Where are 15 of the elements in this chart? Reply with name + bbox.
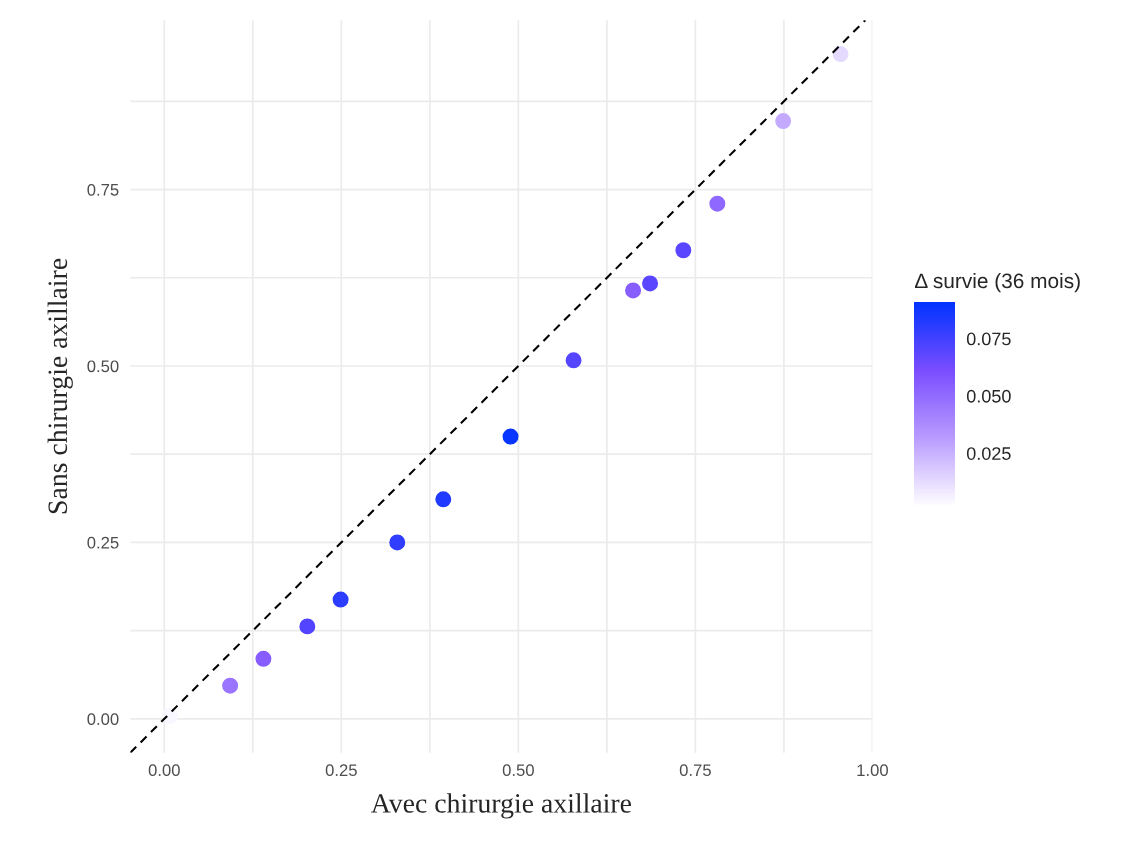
x-axis-title: Avec chirurgie axillaire [371,793,631,819]
y-axis-title: Sans chirurgie axillaire [47,258,73,514]
x-tick-label: 0.75 [679,764,711,777]
y-tick-label: 0.50 [87,360,119,373]
y-tick-label: 0.75 [87,183,119,196]
color-bar-label: 0.075 [966,332,1011,346]
x-tick-label: 0.50 [502,764,534,777]
y-tick-label: 0.00 [87,713,119,726]
y-tick-label: 0.25 [87,536,119,549]
x-tick-label: 0.25 [325,764,357,777]
color-bar-label: 0.050 [966,389,1011,403]
color-bar-label: 0.025 [966,447,1011,460]
color-bar-title: Δ survie (36 mois) [914,272,1080,293]
x-tick-label: 1.00 [857,764,888,777]
x-tick-label: 0.00 [148,764,180,777]
